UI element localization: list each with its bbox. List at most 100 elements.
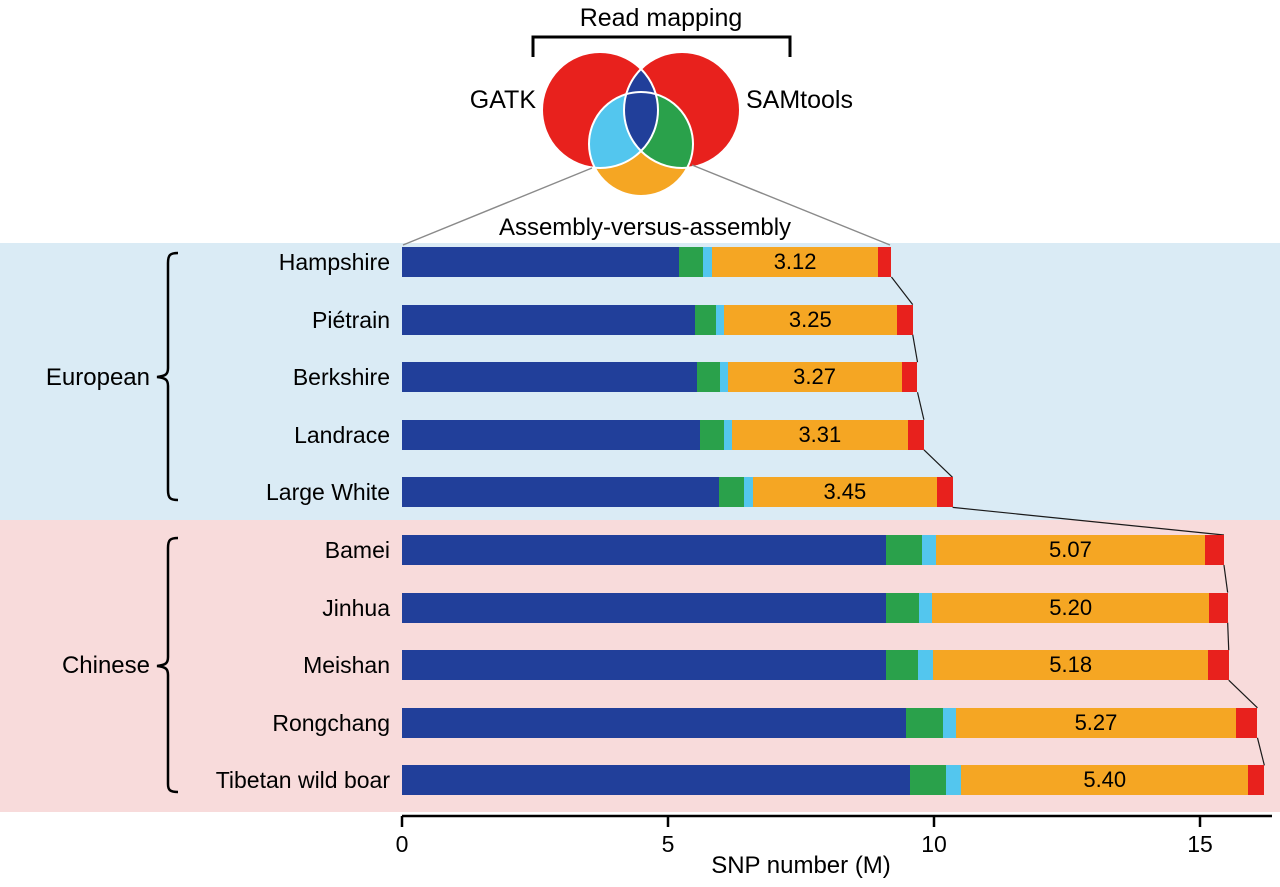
segment-orange: 3.31 xyxy=(731,419,908,450)
segment-red xyxy=(1205,535,1224,565)
segment-light-blue xyxy=(744,477,754,508)
breed-label: Tibetan wild boar xyxy=(215,767,390,794)
venn-ray-right xyxy=(691,164,891,246)
segment-dark-blue xyxy=(402,650,887,681)
orange-value-label: 3.31 xyxy=(798,421,842,447)
segment-orange: 5.40 xyxy=(961,765,1249,796)
segment-orange: 5.27 xyxy=(955,707,1237,738)
segment-red xyxy=(907,419,924,450)
segment-light-blue xyxy=(922,535,936,565)
bar-end-connector xyxy=(923,449,954,478)
segment-red xyxy=(896,304,913,335)
snp-bar: 3.45 xyxy=(402,477,953,508)
breed-label: Piétrain xyxy=(312,306,390,333)
segment-green xyxy=(886,535,923,565)
snp-bar: 5.40 xyxy=(402,765,1265,796)
segment-green xyxy=(886,592,920,623)
axis-tick-label: 5 xyxy=(662,831,675,857)
breed-label: Landrace xyxy=(294,421,390,448)
axis-tick-label: 10 xyxy=(921,831,947,857)
segment-red xyxy=(1248,765,1265,796)
x-axis-title: SNP number (M) xyxy=(711,852,891,879)
breed-label: Rongchang xyxy=(272,709,390,736)
orange-value-label: 3.12 xyxy=(773,249,817,274)
segment-red xyxy=(878,247,892,277)
segment-green xyxy=(906,707,943,738)
segment-red xyxy=(1208,650,1229,681)
segment-dark-blue xyxy=(402,592,887,623)
orange-value-label: 5.18 xyxy=(1049,652,1093,678)
orange-value-label: 3.25 xyxy=(788,306,832,332)
segment-dark-blue xyxy=(402,765,911,796)
snp-bar: 3.27 xyxy=(402,362,918,393)
segment-dark-blue xyxy=(402,362,698,393)
bar-end-connector xyxy=(890,276,914,305)
segment-red xyxy=(936,477,953,508)
european-group-label: European xyxy=(46,364,150,391)
segment-green xyxy=(886,650,919,681)
bar-end-connectors xyxy=(890,276,1265,766)
segment-orange: 5.07 xyxy=(935,535,1206,565)
bar-end-connector xyxy=(1256,737,1265,766)
segment-orange: 5.18 xyxy=(932,650,1209,681)
bar-end-connector xyxy=(912,334,919,363)
segment-light-blue xyxy=(946,765,962,796)
snp-bar: 5.20 xyxy=(402,592,1228,623)
segment-green xyxy=(697,362,720,393)
segment-dark-blue xyxy=(402,247,679,277)
segment-light-blue xyxy=(702,247,713,277)
chinese-brace xyxy=(156,536,179,794)
segment-light-blue xyxy=(719,362,728,393)
orange-value-label: 5.20 xyxy=(1049,594,1093,620)
venn-ray-left xyxy=(402,167,593,246)
segment-dark-blue xyxy=(402,707,907,738)
x-axis-ticks: 0 5 10 15 xyxy=(396,816,1213,857)
snp-bar: 3.25 xyxy=(402,304,913,335)
bar-end-connector xyxy=(1227,622,1230,651)
read-mapping-label: Read mapping xyxy=(580,4,743,32)
snp-bar: 5.07 xyxy=(402,535,1224,565)
segment-red xyxy=(901,362,918,393)
segment-light-blue xyxy=(715,304,724,335)
gatk-label: GATK xyxy=(470,86,537,114)
segment-green xyxy=(910,765,947,796)
orange-value-label: 5.07 xyxy=(1049,537,1092,562)
breed-label: Berkshire xyxy=(292,364,390,391)
axis-tick-label: 0 xyxy=(396,831,409,857)
segment-green xyxy=(694,304,716,335)
orange-value-label: 3.45 xyxy=(823,479,867,505)
segment-light-blue xyxy=(723,419,732,450)
bar-end-connector xyxy=(1228,679,1258,709)
european-brace xyxy=(156,251,179,502)
samtools-label: SAMtools xyxy=(746,86,853,114)
segment-green xyxy=(718,477,745,508)
breed-label: Meishan xyxy=(303,652,390,679)
segment-orange: 3.25 xyxy=(723,304,897,335)
chinese-group-label: Chinese xyxy=(62,652,150,679)
assembly-versus-assembly-label: Assembly-versus-assembly xyxy=(499,214,791,241)
venn-diagram xyxy=(541,51,741,197)
segment-orange: 3.45 xyxy=(753,477,937,508)
segment-red xyxy=(1209,592,1228,623)
snp-bar: 5.18 xyxy=(402,650,1229,681)
breed-label: Hampshire xyxy=(278,249,390,275)
bar-end-connector xyxy=(916,392,925,420)
segment-orange: 3.27 xyxy=(727,362,902,393)
venn-outline xyxy=(541,51,659,169)
snp-bar: 3.31 xyxy=(402,419,924,450)
venn-outline xyxy=(588,91,694,197)
axis-tick-label: 15 xyxy=(1187,831,1213,857)
segment-light-blue xyxy=(918,650,933,681)
breed-label: Jinhua xyxy=(322,594,390,621)
venn-outline xyxy=(623,51,741,169)
segment-green xyxy=(699,419,724,450)
breed-label: Large White xyxy=(265,479,390,506)
segment-orange: 5.20 xyxy=(932,592,1209,623)
segment-green xyxy=(678,247,703,277)
segment-dark-blue xyxy=(402,304,695,335)
orange-value-label: 5.27 xyxy=(1074,709,1118,735)
orange-value-label: 3.27 xyxy=(793,364,836,390)
orange-value-label: 5.40 xyxy=(1083,767,1127,793)
